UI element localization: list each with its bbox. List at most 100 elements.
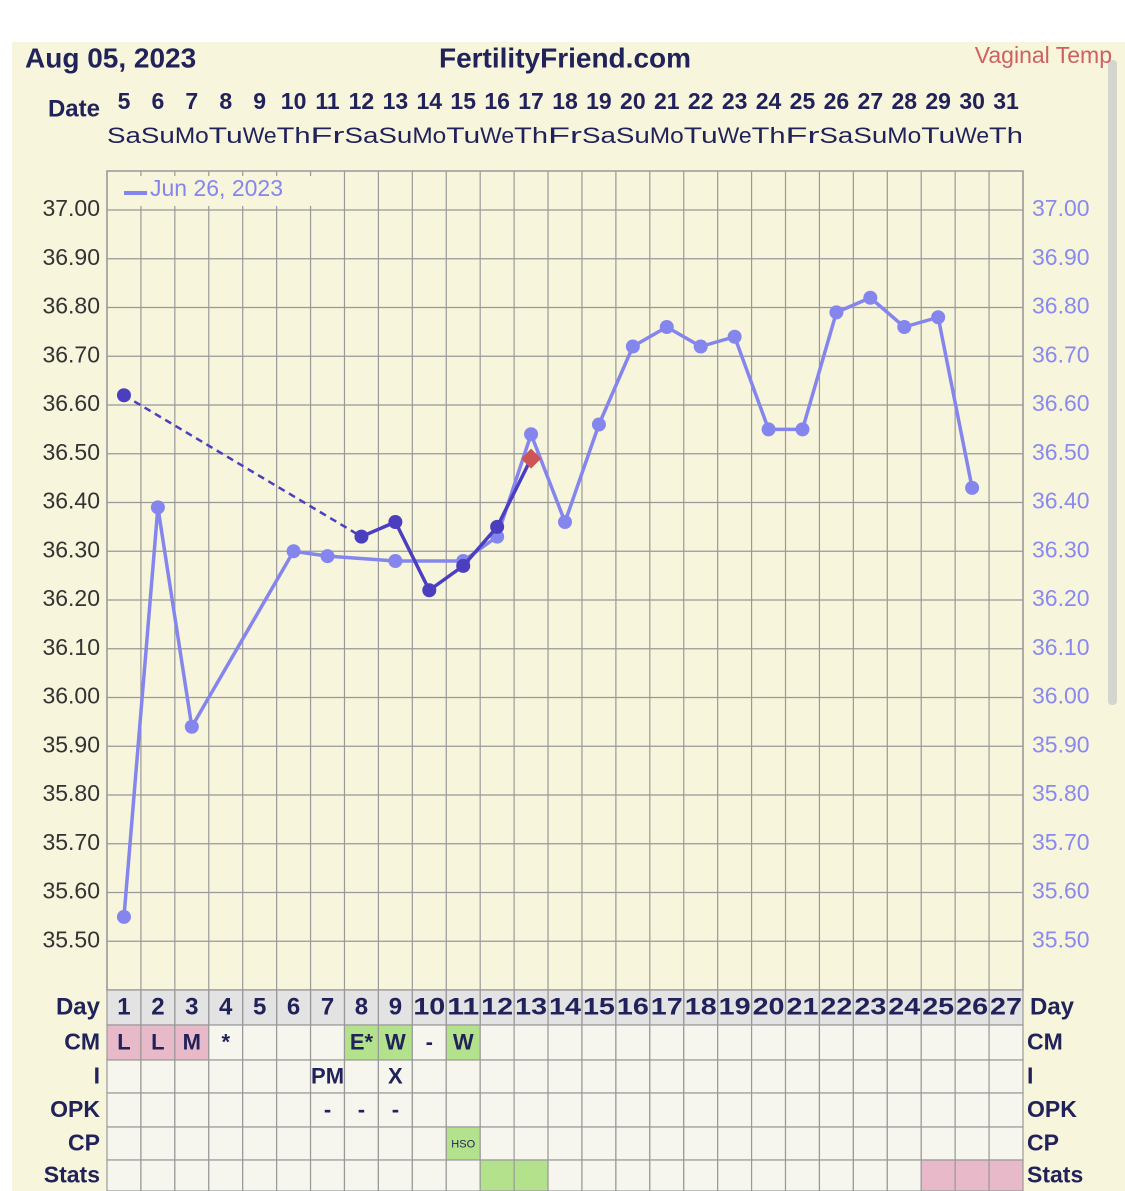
table-cell (615, 1159, 651, 1191)
date-label: Date (48, 95, 100, 122)
table-cell (411, 1159, 447, 1191)
table-cell (818, 1126, 854, 1161)
table-cell (513, 1126, 549, 1161)
point-marker (659, 320, 674, 334)
weekday-label: Su (616, 123, 650, 148)
table-cell (174, 1126, 210, 1161)
table-cell (615, 1126, 651, 1161)
point-marker (116, 909, 131, 924)
y2-tick-label: 35.80 (1032, 780, 1090, 806)
weekday-label: Mo (650, 123, 684, 148)
date-label: 13 (383, 88, 409, 114)
y2-tick-label: 36.60 (1032, 390, 1090, 416)
date-label: 12 (349, 88, 375, 114)
row-label: CM (1027, 1029, 1063, 1055)
temp-label: Vaginal Temp (975, 42, 1112, 68)
table-cell (818, 1024, 854, 1061)
table-cell (479, 1092, 515, 1128)
weekday-label: Th (277, 123, 311, 148)
y-tick-label: 36.00 (42, 683, 100, 709)
weekday-label: Su (141, 123, 175, 148)
table-cell (886, 1126, 922, 1161)
table-cell (920, 1159, 956, 1191)
table-cell (411, 1059, 447, 1094)
y2-tick-label: 36.80 (1032, 293, 1090, 319)
y2-tick-label: 35.50 (1032, 926, 1090, 952)
day-number: 24 (888, 993, 921, 1020)
table-cell (106, 1126, 142, 1161)
table-cell (547, 1024, 583, 1061)
y-tick-label: 35.50 (42, 926, 100, 952)
table-cell (140, 1126, 176, 1161)
table-cell (920, 1126, 956, 1161)
table-cell (547, 1092, 583, 1128)
point-marker (591, 417, 606, 432)
table-cell (309, 1126, 346, 1161)
y2-tick-label: 36.40 (1032, 488, 1090, 514)
table-cell (683, 1059, 719, 1094)
table-cell (683, 1126, 719, 1161)
table-cell (784, 1059, 821, 1094)
table-cell (784, 1092, 821, 1128)
table-cell (208, 1059, 244, 1094)
day-number: 12 (481, 993, 513, 1020)
legend-label: Jun 26, 2023 (150, 175, 283, 201)
cell-text: - (392, 1097, 399, 1122)
table-cell (886, 1024, 922, 1061)
day-number: 13 (515, 993, 547, 1020)
weekday-label: Mo (887, 123, 921, 148)
table-cell (174, 1159, 210, 1191)
chart-date: Aug 05, 2023 (25, 42, 196, 73)
day-number: 15 (583, 993, 615, 1020)
weekday-label: Su (853, 123, 887, 148)
table-cell (309, 1024, 346, 1061)
point-marker (931, 310, 946, 325)
scrollbar (1108, 60, 1117, 705)
table-cell (717, 1159, 753, 1191)
point-marker (521, 448, 542, 469)
day-number: 22 (820, 993, 852, 1020)
point-marker (761, 422, 776, 437)
table-cell (140, 1024, 176, 1061)
table-cell (988, 1059, 1024, 1094)
table-cell (242, 1024, 278, 1061)
weekday-label: We (718, 123, 752, 148)
point-marker (150, 500, 165, 515)
date-label: 15 (450, 88, 476, 114)
day-number: 26 (956, 993, 988, 1020)
weekday-label: We (955, 123, 989, 148)
row-label: I (1027, 1063, 1033, 1089)
cell-text: * (221, 1029, 230, 1054)
table-cell (343, 1126, 380, 1161)
date-label: 14 (416, 88, 442, 114)
date-label: 9 (253, 88, 266, 114)
day-number: 4 (219, 993, 233, 1020)
table-cell (886, 1092, 922, 1128)
date-label: 11 (315, 88, 340, 114)
date-label: 26 (824, 88, 850, 114)
date-label: 19 (586, 88, 612, 114)
point-marker (456, 558, 471, 573)
legend-box (117, 176, 325, 206)
y2-tick-label: 36.90 (1032, 244, 1090, 270)
date-label: 21 (654, 88, 680, 114)
table-cell (886, 1059, 922, 1094)
table-cell (174, 1059, 210, 1094)
day-number: 27 (990, 993, 1022, 1020)
y2-tick-label: 37.00 (1032, 195, 1090, 221)
y-tick-label: 36.20 (42, 585, 100, 611)
day-number: 10 (413, 993, 445, 1020)
table-cell (581, 1092, 617, 1128)
point-marker (320, 549, 335, 564)
day-number: 8 (355, 993, 368, 1020)
weekday-label: Fr (786, 123, 820, 148)
point-marker (965, 480, 980, 495)
weekday-label: Mo (175, 123, 209, 148)
row-label: I (94, 1063, 100, 1089)
y-tick-label: 36.50 (42, 439, 100, 465)
weekday-label: Tu (684, 123, 718, 148)
date-label: 25 (790, 88, 816, 114)
date-label: 7 (185, 88, 198, 114)
date-label: 16 (484, 88, 510, 114)
y2-tick-label: 35.60 (1032, 878, 1090, 904)
